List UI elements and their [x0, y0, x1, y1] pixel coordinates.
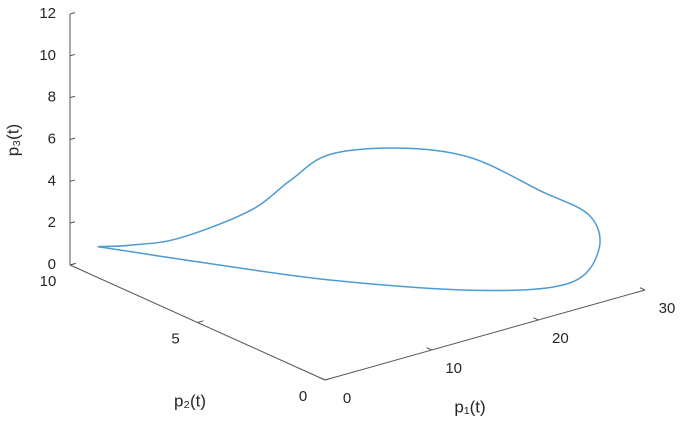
tick-mark [69, 95, 76, 99]
z-tick-label: 8 [48, 89, 56, 106]
x-tick-label: 30 [659, 300, 676, 317]
z-tick-label: 4 [48, 172, 56, 189]
trajectory [97, 147, 601, 292]
tick-mark [69, 221, 76, 224]
tick-mark [69, 179, 76, 182]
tick-mark [639, 287, 646, 291]
tick-mark [69, 53, 76, 57]
tick-mark [69, 263, 76, 266]
y-tick-label: 5 [171, 330, 179, 347]
x-axis-label: p₁(t) [454, 397, 485, 416]
x-tick-label: 0 [343, 390, 351, 407]
tick-mark [324, 377, 332, 381]
tick-mark [69, 137, 76, 140]
axis-line [324, 289, 646, 381]
z-tick-label: 0 [48, 256, 56, 273]
y-axis-label: p₂(t) [174, 391, 206, 410]
tick-mark [69, 12, 76, 15]
z-tick-label: 10 [39, 47, 56, 64]
tick-mark [197, 320, 204, 323]
tick-mark [533, 317, 539, 321]
y-tick-label: 10 [40, 273, 57, 290]
y-tick-label: 0 [299, 388, 307, 405]
x-tick-label: 10 [445, 360, 462, 377]
x-tick-label: 20 [552, 330, 569, 347]
tick-mark [319, 377, 326, 381]
z-tick-label: 6 [48, 130, 56, 147]
z-tick-label: 12 [39, 5, 56, 22]
z-axis-label: p₃(t) [3, 124, 22, 156]
z-tick-label: 2 [48, 214, 56, 231]
tick-mark [426, 347, 432, 351]
